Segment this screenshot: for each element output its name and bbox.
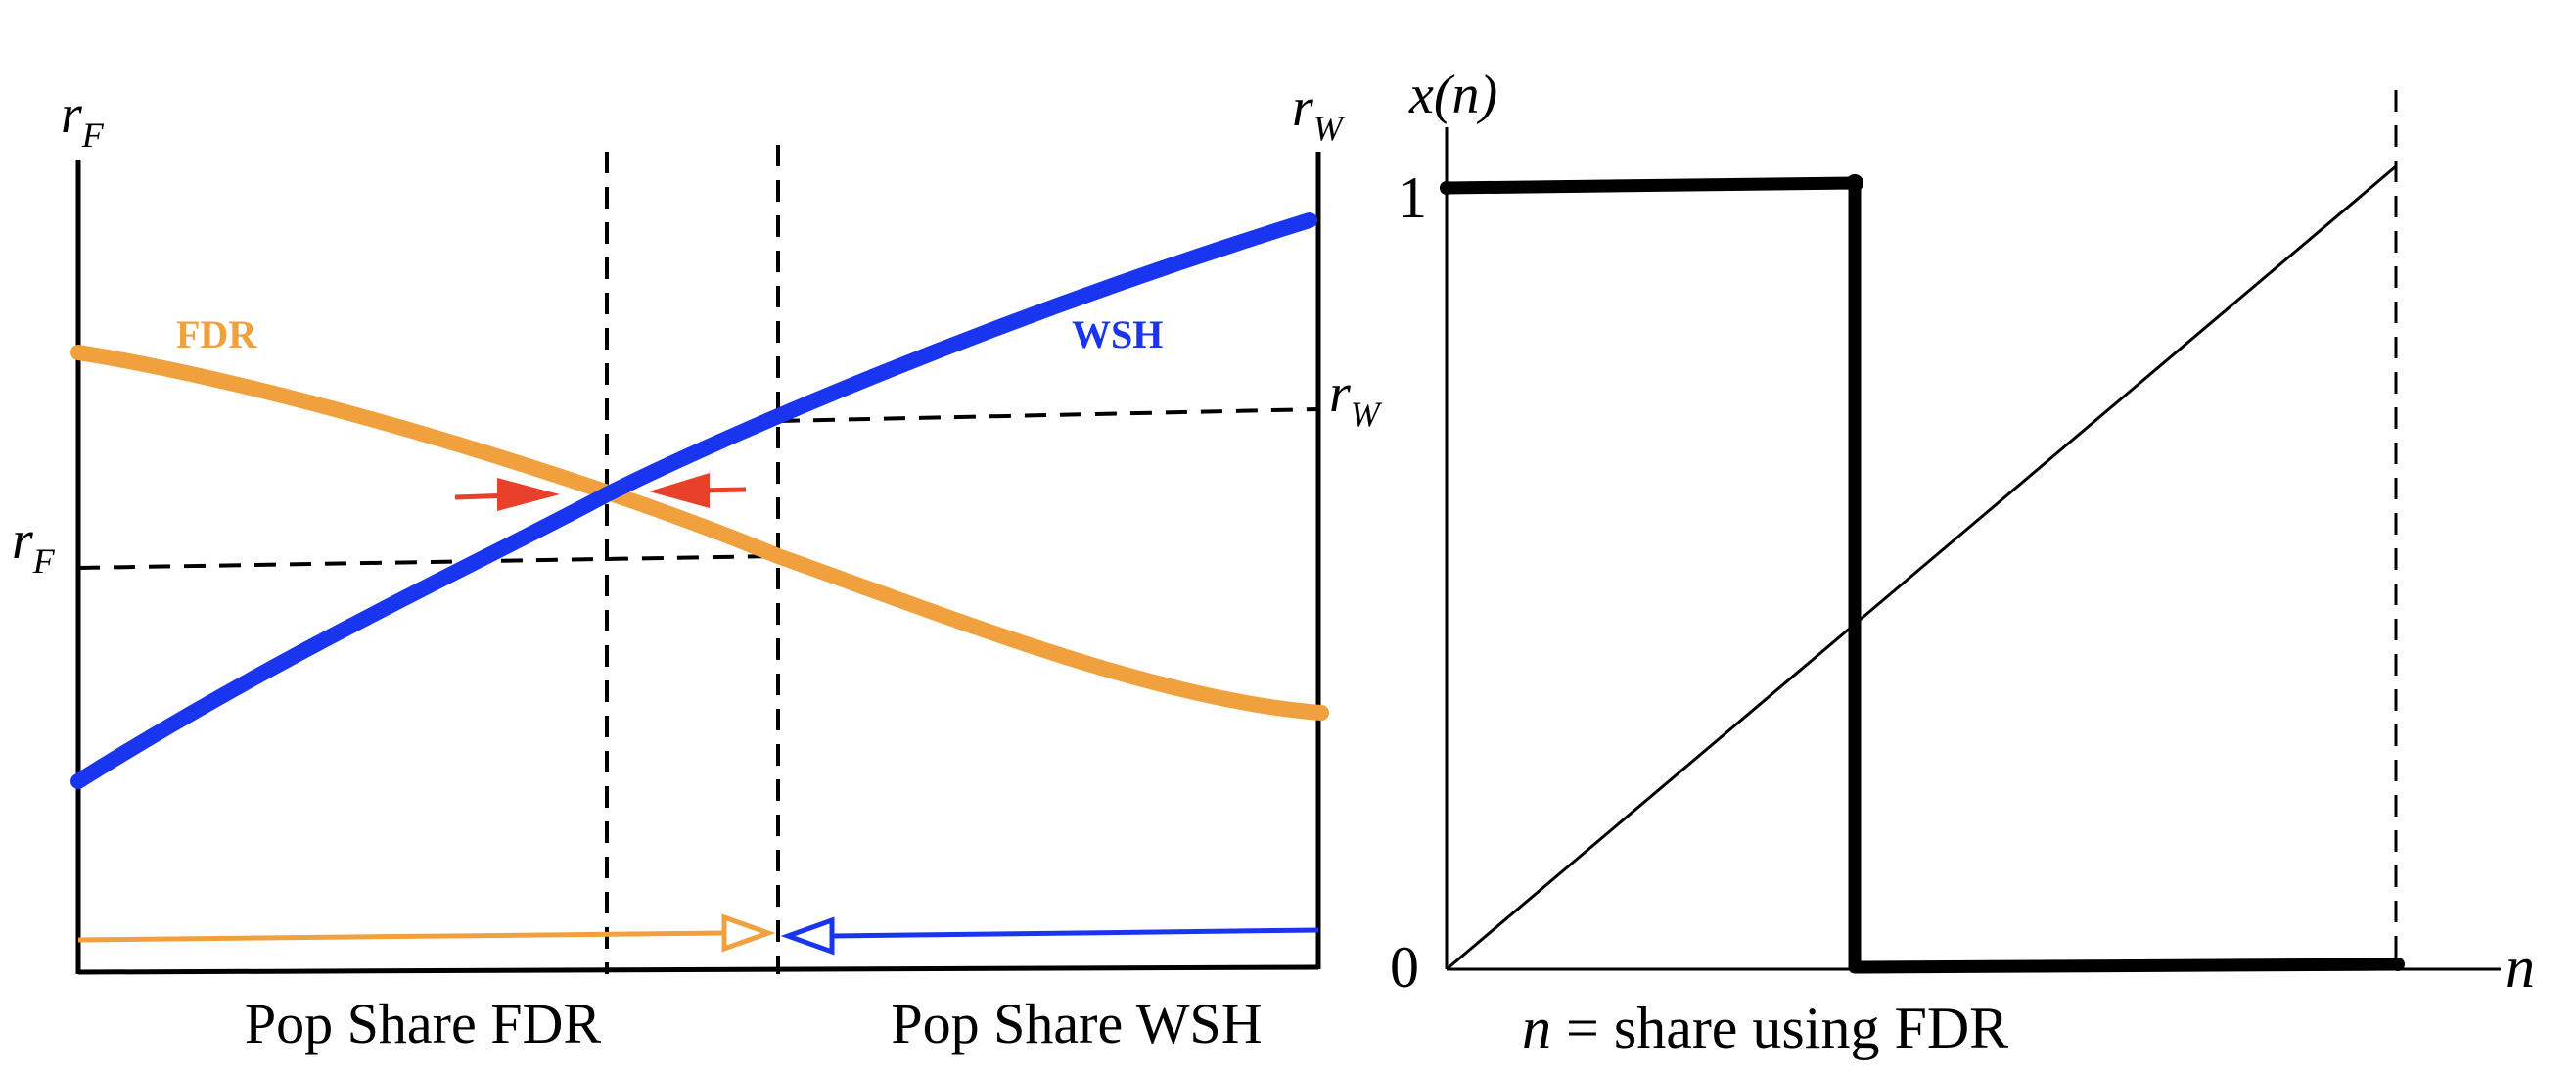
rf-marker-label: rF: [12, 510, 56, 581]
diagonal-line: [1446, 164, 2397, 971]
wsh-curve: [70, 212, 1317, 789]
right-red-arrow-icon: [649, 473, 710, 508]
x-axis-caption: n = share using FDR: [1522, 996, 2008, 1060]
step-endpoint-top-left: [1440, 181, 1453, 195]
y-tick-bottom: 0: [1390, 935, 1419, 1000]
left-red-arrow-icon: [497, 478, 560, 511]
step-endpoint-bottom-right: [2391, 958, 2405, 971]
fdr-flow-arrow-icon: [721, 913, 776, 953]
wsh-curve-label: WSH: [1072, 312, 1163, 356]
left-panel-baseline: [77, 964, 1319, 975]
fdr-curve: [70, 345, 1329, 721]
fdr-curve-label: FDR: [176, 312, 257, 356]
left-panel: FDR WSH rF rW rW rF Pop Share FDR Po: [12, 77, 1383, 1055]
rw-marker-label: rW: [1329, 363, 1383, 434]
step-function: [1446, 176, 2399, 974]
step-endpoint-top-right: [1846, 174, 1863, 192]
x-axis-label: n: [2506, 935, 2535, 1000]
left-axis-label: rF: [61, 84, 105, 155]
wsh-flow-line: [831, 927, 1319, 939]
wsh-flow-arrow-icon: [780, 916, 835, 956]
pop-share-fdr-label: Pop Share FDR: [245, 992, 601, 1055]
rf-dashed-line: [77, 554, 779, 570]
right-axis-label: rW: [1292, 77, 1346, 148]
pop-share-wsh-label: Pop Share WSH: [891, 992, 1262, 1055]
rw-dashed-line: [777, 407, 1319, 423]
y-axis-label: x(n): [1408, 65, 1497, 125]
y-tick-top: 1: [1398, 165, 1427, 230]
fdr-flow-line: [77, 930, 725, 943]
right-panel: x(n) 1 0 n n = share using FDR: [1390, 65, 2535, 1060]
convergence-arrows: [454, 473, 747, 511]
